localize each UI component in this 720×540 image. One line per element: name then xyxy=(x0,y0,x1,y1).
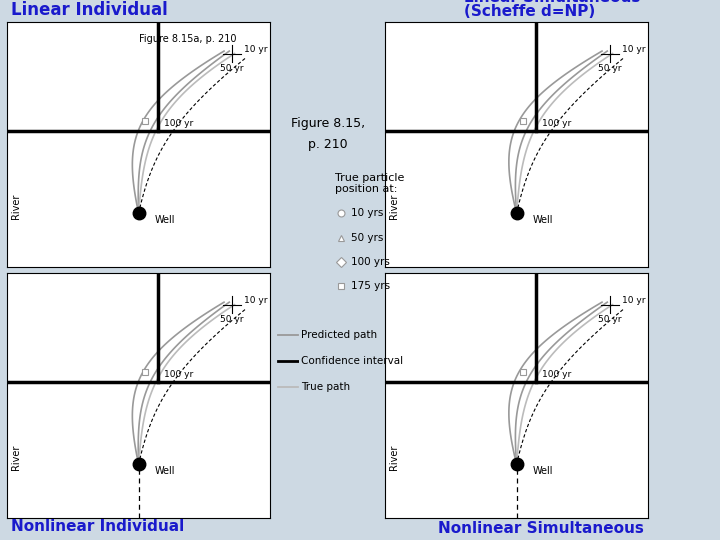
Text: (Scheffe d=NP): (Scheffe d=NP) xyxy=(464,4,595,19)
Text: River: River xyxy=(390,193,400,219)
Text: River: River xyxy=(12,193,22,219)
Text: Well: Well xyxy=(154,466,175,476)
Text: Figure 8.15a, p. 210: Figure 8.15a, p. 210 xyxy=(138,34,236,44)
Text: True path: True path xyxy=(301,382,350,392)
Text: True particle
position at:: True particle position at: xyxy=(335,173,404,194)
Text: 100 yr: 100 yr xyxy=(163,370,193,379)
Text: Nonlinear Simultaneous: Nonlinear Simultaneous xyxy=(438,521,644,536)
Text: Linear Simultaneous: Linear Simultaneous xyxy=(464,0,640,5)
Text: 10 yrs: 10 yrs xyxy=(351,208,383,218)
Text: Linear Individual: Linear Individual xyxy=(11,1,168,19)
Text: 50 yr: 50 yr xyxy=(220,64,243,73)
Text: p. 210: p. 210 xyxy=(307,138,348,151)
Text: 175 yrs: 175 yrs xyxy=(351,281,390,291)
Text: 50 yr: 50 yr xyxy=(220,315,243,324)
Text: Well: Well xyxy=(532,215,553,225)
Text: 100 yr: 100 yr xyxy=(541,119,571,128)
Text: Well: Well xyxy=(532,466,553,476)
Text: 10 yr: 10 yr xyxy=(243,296,267,306)
Text: Figure 8.15,: Figure 8.15, xyxy=(291,117,364,130)
Text: 50 yrs: 50 yrs xyxy=(351,233,383,242)
Text: 50 yr: 50 yr xyxy=(598,315,621,324)
Text: 10 yr: 10 yr xyxy=(622,45,645,55)
Text: 100 yr: 100 yr xyxy=(541,370,571,379)
Text: Predicted path: Predicted path xyxy=(301,330,377,340)
Text: 10 yr: 10 yr xyxy=(622,296,645,306)
Text: 10 yr: 10 yr xyxy=(243,45,267,55)
Text: Well: Well xyxy=(154,215,175,225)
Text: River: River xyxy=(12,444,22,470)
Text: River: River xyxy=(390,444,400,470)
Text: 50 yr: 50 yr xyxy=(598,64,621,73)
Text: 100 yr: 100 yr xyxy=(163,119,193,128)
Text: 100 yrs: 100 yrs xyxy=(351,257,390,267)
Text: Nonlinear Individual: Nonlinear Individual xyxy=(11,519,184,535)
Text: Confidence interval: Confidence interval xyxy=(301,356,403,366)
